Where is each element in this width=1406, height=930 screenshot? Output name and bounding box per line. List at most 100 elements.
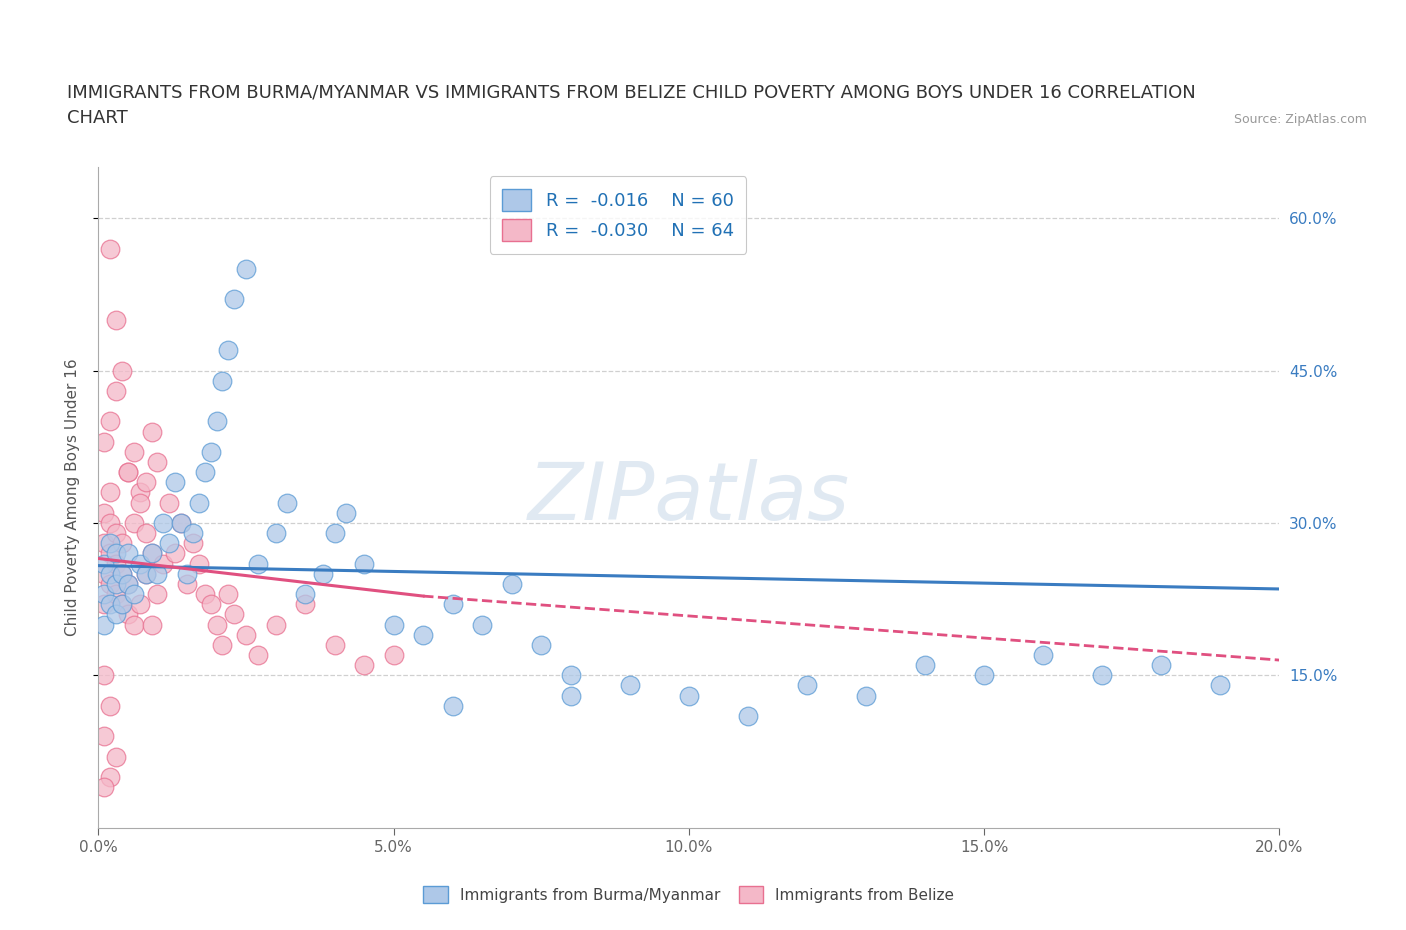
Point (122, 587, 145, 602)
Point (93, 536, 115, 551)
Point (187, 556, 209, 571)
Point (224, 607, 246, 622)
Point (98, 241, 121, 256)
Point (181, 525, 204, 540)
Point (93, 556, 115, 571)
Point (560, 688, 582, 703)
Point (98, 577, 121, 591)
Point (224, 292, 246, 307)
Point (111, 566, 134, 581)
Point (98, 597, 121, 612)
Point (152, 515, 174, 530)
Point (98, 566, 121, 581)
Point (181, 536, 204, 551)
Point (157, 536, 180, 551)
Point (122, 515, 145, 530)
Point (217, 587, 239, 602)
Point (93, 505, 115, 520)
Point (111, 566, 134, 581)
Point (312, 566, 335, 581)
Point (135, 475, 157, 490)
Point (170, 515, 193, 530)
Point (264, 525, 287, 540)
Point (105, 546, 128, 561)
Point (135, 566, 157, 581)
Point (93, 668, 115, 683)
Point (105, 607, 128, 622)
Point (176, 566, 198, 581)
Point (105, 587, 128, 602)
Point (914, 658, 936, 672)
Point (105, 577, 128, 591)
Point (353, 556, 375, 571)
Point (128, 485, 150, 500)
Point (200, 445, 222, 459)
Point (560, 668, 582, 683)
Point (135, 566, 157, 581)
Point (1032, 647, 1054, 662)
Point (678, 688, 700, 703)
Legend: Immigrants from Burma/Myanmar, Immigrants from Belize: Immigrants from Burma/Myanmar, Immigrant… (418, 881, 960, 910)
Point (217, 343, 239, 358)
Point (187, 495, 209, 510)
Point (98, 536, 121, 551)
Point (111, 597, 134, 612)
Point (176, 577, 198, 591)
Point (93, 434, 115, 449)
Point (141, 546, 163, 561)
Point (165, 546, 187, 561)
Point (105, 750, 128, 764)
Point (619, 678, 641, 693)
Point (796, 678, 818, 693)
Point (105, 525, 128, 540)
Text: IMMIGRANTS FROM BURMA/MYANMAR VS IMMIGRANTS FROM BELIZE CHILD POVERTY AMONG BOYS: IMMIGRANTS FROM BURMA/MYANMAR VS IMMIGRA… (67, 84, 1197, 101)
Point (194, 465, 217, 480)
Point (128, 495, 150, 510)
Point (412, 627, 434, 642)
Point (441, 698, 464, 713)
Point (122, 445, 145, 459)
Point (246, 647, 269, 662)
Point (128, 556, 150, 571)
Text: CHART: CHART (67, 109, 128, 126)
Point (93, 587, 115, 602)
Point (973, 668, 995, 683)
Point (294, 597, 316, 612)
Point (1209, 678, 1232, 693)
Point (141, 546, 163, 561)
Text: Source: ZipAtlas.com: Source: ZipAtlas.com (1233, 113, 1367, 126)
Point (105, 556, 128, 571)
Point (335, 505, 357, 520)
Point (141, 618, 163, 632)
Point (146, 455, 169, 470)
Point (855, 688, 877, 703)
Point (530, 637, 553, 652)
Point (93, 597, 115, 612)
Point (382, 647, 405, 662)
Point (205, 618, 228, 632)
Point (117, 577, 139, 591)
Point (98, 414, 121, 429)
Point (323, 525, 346, 540)
Point (294, 587, 316, 602)
Point (323, 637, 346, 652)
Point (1150, 658, 1173, 672)
Point (441, 597, 464, 612)
Point (93, 779, 115, 794)
Point (105, 383, 128, 398)
Point (211, 373, 233, 388)
Point (1091, 668, 1114, 683)
Point (194, 587, 217, 602)
Point (111, 597, 134, 612)
Point (117, 465, 139, 480)
Y-axis label: Child Poverty Among Boys Under 16: Child Poverty Among Boys Under 16 (65, 359, 80, 636)
Point (93, 729, 115, 744)
Point (165, 475, 187, 490)
Point (152, 556, 174, 571)
Point (117, 607, 139, 622)
Point (98, 515, 121, 530)
Point (141, 424, 163, 439)
Point (264, 618, 287, 632)
Point (501, 577, 523, 591)
Point (117, 577, 139, 591)
